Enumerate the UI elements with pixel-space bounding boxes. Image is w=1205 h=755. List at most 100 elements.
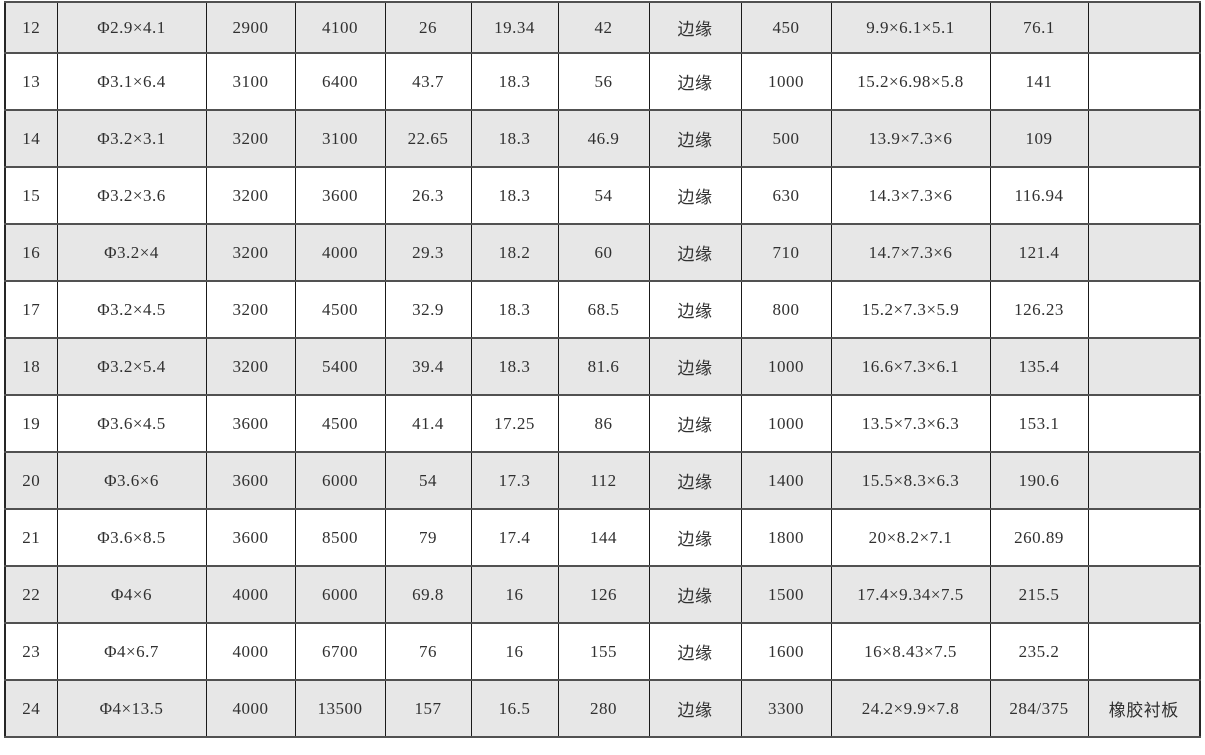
drive-type-cell: 边缘 [648, 622, 742, 681]
remark-cell [1087, 337, 1201, 396]
row-number-cell: 22 [4, 565, 58, 624]
diameter-cell: 2900 [205, 1, 296, 54]
drive-type-cell: 边缘 [648, 451, 742, 510]
power-cell: 1000 [740, 394, 832, 453]
remark-cell [1087, 280, 1201, 339]
power-cell: 1600 [740, 622, 832, 681]
volume-cell: 76 [384, 622, 472, 681]
length-cell: 8500 [294, 508, 386, 567]
diameter-cell: 4000 [205, 679, 296, 738]
row-number-cell: 13 [4, 52, 58, 111]
drive-type-cell: 边缘 [648, 166, 742, 225]
ball-load-cell: 68.5 [557, 280, 650, 339]
ball-load-cell: 155 [557, 622, 650, 681]
speed-cell: 18.3 [470, 52, 559, 111]
weight-cell: 141 [989, 52, 1089, 111]
dimensions-cell: 15.2×7.3×5.9 [830, 280, 991, 339]
dimensions-cell: 24.2×9.9×7.8 [830, 679, 991, 738]
length-cell: 4000 [294, 223, 386, 282]
dimensions-cell: 15.2×6.98×5.8 [830, 52, 991, 111]
dimensions-cell: 16.6×7.3×6.1 [830, 337, 991, 396]
weight-cell: 153.1 [989, 394, 1089, 453]
length-cell: 6000 [294, 565, 386, 624]
row-number-cell: 15 [4, 166, 58, 225]
power-cell: 1800 [740, 508, 832, 567]
ball-load-cell: 42 [557, 1, 650, 54]
table-row: 16 Φ3.2×4 3200 4000 29.3 18.2 60 边缘 710 … [4, 223, 1201, 282]
drive-type-cell: 边缘 [648, 52, 742, 111]
table-row: 14 Φ3.2×3.1 3200 3100 22.65 18.3 46.9 边缘… [4, 109, 1201, 168]
ball-load-cell: 126 [557, 565, 650, 624]
drive-type-cell: 边缘 [648, 565, 742, 624]
power-cell: 3300 [740, 679, 832, 738]
dimensions-cell: 14.3×7.3×6 [830, 166, 991, 225]
row-number-cell: 18 [4, 337, 58, 396]
weight-cell: 260.89 [989, 508, 1089, 567]
speed-cell: 17.4 [470, 508, 559, 567]
weight-cell: 215.5 [989, 565, 1089, 624]
ball-load-cell: 46.9 [557, 109, 650, 168]
volume-cell: 54 [384, 451, 472, 510]
speed-cell: 18.3 [470, 337, 559, 396]
dimensions-cell: 13.5×7.3×6.3 [830, 394, 991, 453]
model-spec-cell: Φ4×6 [56, 565, 207, 624]
model-spec-cell: Φ3.2×3.1 [56, 109, 207, 168]
volume-cell: 32.9 [384, 280, 472, 339]
speed-cell: 18.3 [470, 280, 559, 339]
speed-cell: 18.3 [470, 109, 559, 168]
model-spec-cell: Φ4×6.7 [56, 622, 207, 681]
power-cell: 800 [740, 280, 832, 339]
volume-cell: 79 [384, 508, 472, 567]
weight-cell: 76.1 [989, 1, 1089, 54]
table-row: 20 Φ3.6×6 3600 6000 54 17.3 112 边缘 1400 … [4, 451, 1201, 510]
remark-cell [1087, 622, 1201, 681]
remark-cell [1087, 166, 1201, 225]
dimensions-cell: 20×8.2×7.1 [830, 508, 991, 567]
remark-cell [1087, 394, 1201, 453]
weight-cell: 121.4 [989, 223, 1089, 282]
table-row: 13 Φ3.1×6.4 3100 6400 43.7 18.3 56 边缘 10… [4, 52, 1201, 111]
volume-cell: 41.4 [384, 394, 472, 453]
length-cell: 6400 [294, 52, 386, 111]
volume-cell: 26.3 [384, 166, 472, 225]
table-row: 22 Φ4×6 4000 6000 69.8 16 126 边缘 1500 17… [4, 565, 1201, 624]
length-cell: 4500 [294, 280, 386, 339]
volume-cell: 43.7 [384, 52, 472, 111]
dimensions-cell: 17.4×9.34×7.5 [830, 565, 991, 624]
table-row: 19 Φ3.6×4.5 3600 4500 41.4 17.25 86 边缘 1… [4, 394, 1201, 453]
table-row: 24 Φ4×13.5 4000 13500 157 16.5 280 边缘 33… [4, 679, 1201, 738]
power-cell: 1500 [740, 565, 832, 624]
diameter-cell: 3200 [205, 166, 296, 225]
volume-cell: 29.3 [384, 223, 472, 282]
row-number-cell: 23 [4, 622, 58, 681]
drive-type-cell: 边缘 [648, 394, 742, 453]
drive-type-cell: 边缘 [648, 280, 742, 339]
diameter-cell: 3200 [205, 337, 296, 396]
volume-cell: 26 [384, 1, 472, 54]
speed-cell: 18.2 [470, 223, 559, 282]
remark-cell [1087, 109, 1201, 168]
row-number-cell: 19 [4, 394, 58, 453]
remark-cell: 橡胶衬板 [1087, 679, 1201, 738]
row-number-cell: 24 [4, 679, 58, 738]
row-number-cell: 14 [4, 109, 58, 168]
row-number-cell: 20 [4, 451, 58, 510]
ball-load-cell: 60 [557, 223, 650, 282]
diameter-cell: 3200 [205, 223, 296, 282]
model-spec-cell: Φ3.1×6.4 [56, 52, 207, 111]
remark-cell [1087, 565, 1201, 624]
weight-cell: 116.94 [989, 166, 1089, 225]
weight-cell: 135.4 [989, 337, 1089, 396]
diameter-cell: 3600 [205, 394, 296, 453]
table-row: 23 Φ4×6.7 4000 6700 76 16 155 边缘 1600 16… [4, 622, 1201, 681]
speed-cell: 19.34 [470, 1, 559, 54]
power-cell: 1400 [740, 451, 832, 510]
power-cell: 450 [740, 1, 832, 54]
power-cell: 1000 [740, 52, 832, 111]
volume-cell: 39.4 [384, 337, 472, 396]
remark-cell [1087, 223, 1201, 282]
length-cell: 5400 [294, 337, 386, 396]
length-cell: 6000 [294, 451, 386, 510]
volume-cell: 22.65 [384, 109, 472, 168]
drive-type-cell: 边缘 [648, 679, 742, 738]
